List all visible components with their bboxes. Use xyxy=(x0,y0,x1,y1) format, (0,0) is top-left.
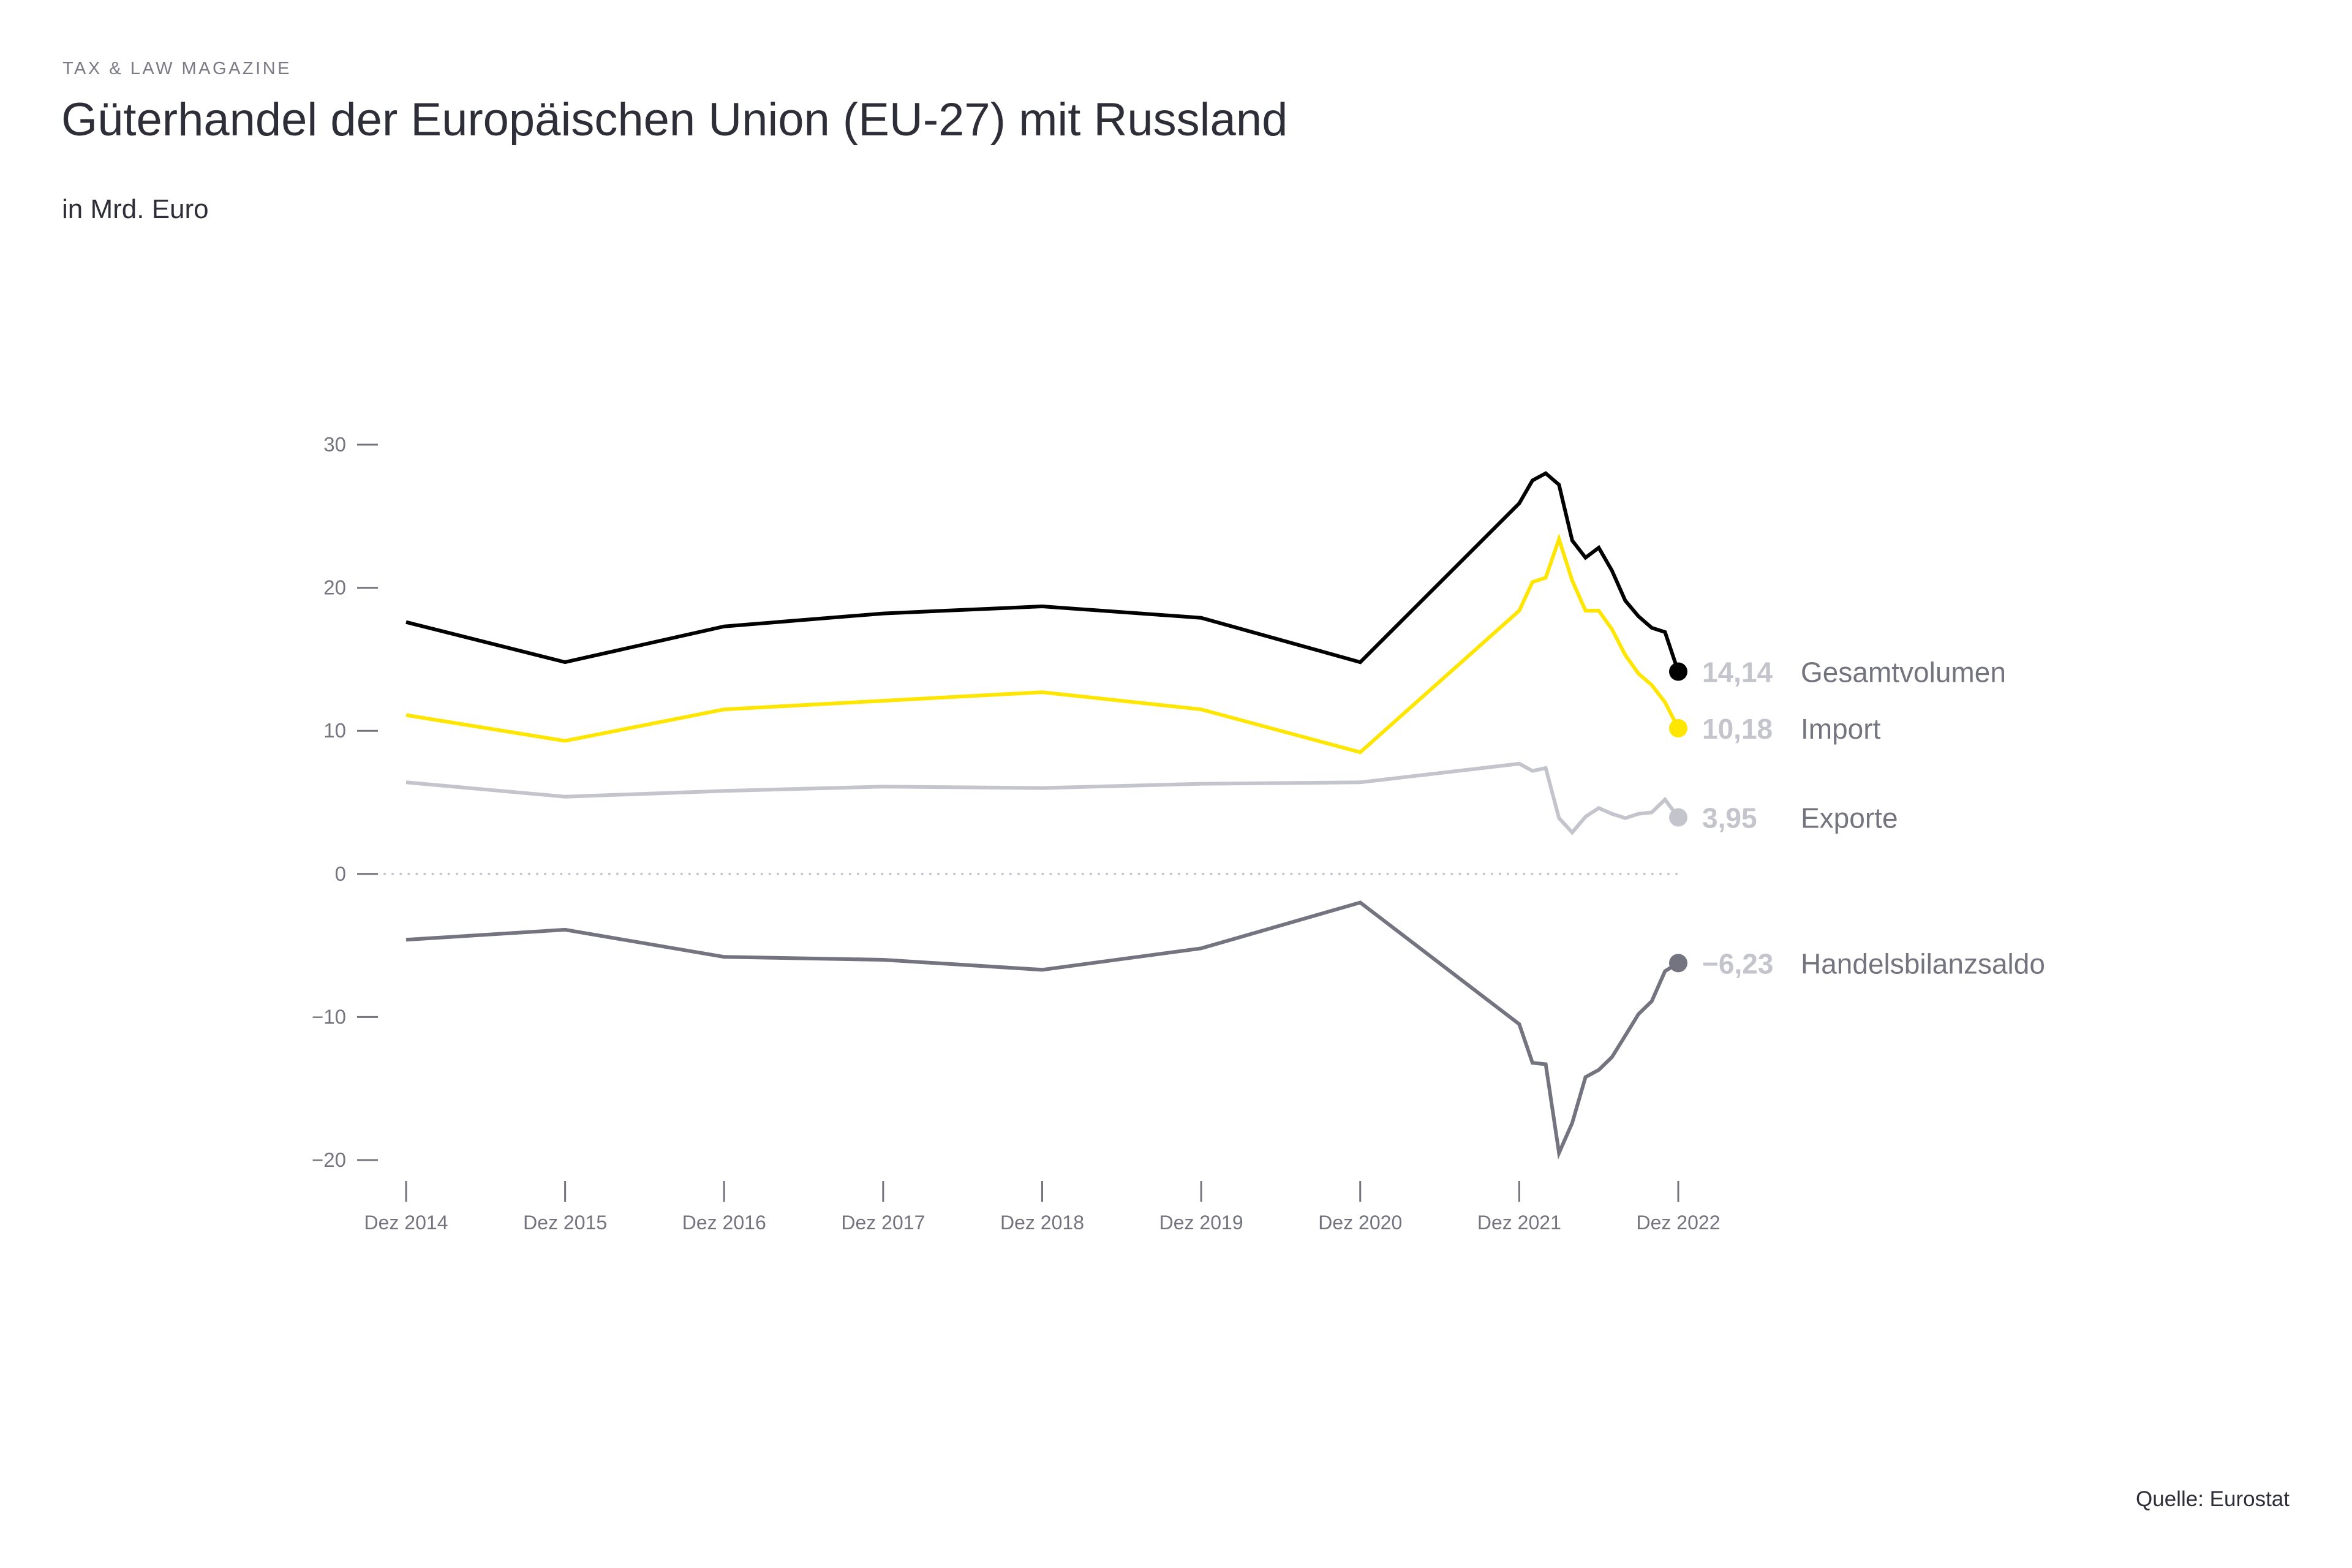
y-tick-label: −10 xyxy=(312,1005,346,1028)
x-tick-label: Dez 2016 xyxy=(682,1212,766,1234)
legend-label-exporte: Exporte xyxy=(1801,802,1898,834)
series-end-dot-exporte xyxy=(1669,808,1687,827)
x-tick-label: Dez 2019 xyxy=(1159,1212,1243,1234)
end-value-gesamtvolumen: 14,14 xyxy=(1702,656,1773,688)
end-value-exporte: 3,95 xyxy=(1702,802,1757,834)
x-axis: Dez 2014 Dez 2015 Dez 2016 Dez 2017 Dez 2018… xyxy=(364,1181,1721,1234)
y-tick-label: 30 xyxy=(323,433,346,456)
y-tick-label: −20 xyxy=(312,1148,346,1171)
series-line-exporte xyxy=(405,761,1680,835)
x-tick-label: Dez 2021 xyxy=(1477,1212,1561,1234)
end-labels-group: 14,14 Gesamtvolumen 10,18 Import 3,95 Exporte… xyxy=(1702,656,2045,979)
series-line-gesamtvolumen xyxy=(405,471,1680,673)
legend-label-handelsbilanzsaldo: Handelsbilanzsaldo xyxy=(1801,948,2045,979)
end-value-import: 10,18 xyxy=(1702,713,1773,745)
legend-label-import: Import xyxy=(1801,713,1881,745)
x-tick-label: Dez 2015 xyxy=(523,1212,607,1234)
y-tick-label: 0 xyxy=(335,862,346,885)
series-line-import xyxy=(405,533,1680,755)
x-tick-label: Dez 2018 xyxy=(1000,1212,1084,1234)
y-tick-label: 10 xyxy=(323,719,346,742)
series-end-dot-import xyxy=(1669,718,1687,737)
x-tick-label: Dez 2020 xyxy=(1318,1212,1402,1234)
chart-title: Güterhandel der Europäischen Union (EU-2… xyxy=(61,94,1288,146)
series-end-dot-gesamtvolumen xyxy=(1669,662,1687,681)
y-axis: 30 20 10 0 −10 −20 xyxy=(312,433,378,1171)
series-group xyxy=(405,471,1687,1159)
source-note: Quelle: Eurostat xyxy=(2136,1487,2290,1511)
series-end-dot-handelsbilanzsaldo xyxy=(1669,954,1687,973)
chart-subtitle: in Mrd. Euro xyxy=(62,194,209,224)
end-value-handelsbilanzsaldo: −6,23 xyxy=(1702,948,1773,979)
series-line-handelsbilanzsaldo xyxy=(405,900,1679,1159)
x-tick-label: Dez 2017 xyxy=(841,1212,925,1234)
x-tick-label: Dez 2014 xyxy=(364,1212,448,1234)
publication-kicker: TAX & LAW MAGAZINE xyxy=(62,59,292,78)
x-tick-label: Dez 2022 xyxy=(1637,1212,1721,1234)
legend-label-gesamtvolumen: Gesamtvolumen xyxy=(1801,656,2006,688)
y-tick-label: 20 xyxy=(323,576,346,599)
